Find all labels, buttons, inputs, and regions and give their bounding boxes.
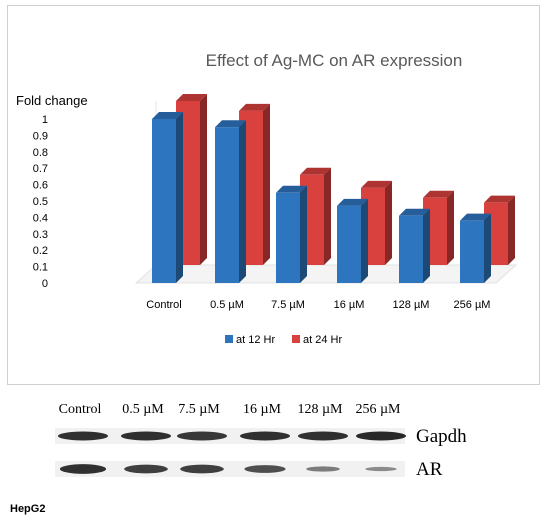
y-tick-label: 0 <box>42 278 48 290</box>
blot-lane-label: 0.5 µM <box>122 402 164 417</box>
legend-item: at 12 Hr <box>225 334 275 346</box>
y-tick-label: 1 <box>42 114 48 126</box>
legend-item: at 24 Hr <box>292 334 342 346</box>
blot-band <box>124 464 168 474</box>
bar-at-12hr <box>152 112 183 283</box>
blot-band <box>240 431 290 441</box>
y-tick-label: 0.9 <box>33 130 48 142</box>
bar-at-12hr <box>215 120 246 283</box>
blot-lane-labels: Control 0.5 µM 7.5 µM 16 µM 128 µM 256 µM <box>59 402 401 417</box>
y-tick-label: 0.3 <box>33 229 48 241</box>
blot-row-label: AR <box>416 459 443 480</box>
blot-bands <box>55 428 406 477</box>
legend-label: at 24 Hr <box>303 334 342 346</box>
y-axis-label: Fold change <box>16 93 88 108</box>
cell-line-label: HepG2 <box>10 503 46 515</box>
blot-lane-label: 128 µM <box>297 402 343 417</box>
blot-lane-label: 7.5 µM <box>178 402 220 417</box>
blot-band <box>59 464 107 474</box>
x-tick-label: 256 µM <box>454 299 491 311</box>
bar-at-12hr <box>399 208 430 283</box>
blot-band <box>177 431 227 441</box>
x-tick-label: 16 µM <box>334 299 365 311</box>
blot-band <box>244 465 286 473</box>
bar-chart: Effect of Ag-MC on AR expression Fold ch… <box>16 51 518 346</box>
y-tick-label: 0.1 <box>33 262 48 274</box>
x-tick-label: 0.5 µM <box>210 299 244 311</box>
bar-at-12hr <box>276 185 307 283</box>
x-axis-ticks: Control 0.5 µM 7.5 µM 16 µM 128 µM 256 µM <box>146 299 490 311</box>
y-tick-label: 0.7 <box>33 163 48 175</box>
blot-lane-label: 16 µM <box>243 402 282 417</box>
y-tick-label: 0.4 <box>33 212 48 224</box>
legend-label: at 12 Hr <box>236 334 275 346</box>
y-tick-label: 0.6 <box>33 180 48 192</box>
y-tick-label: 0.8 <box>33 147 48 159</box>
x-tick-label: Control <box>146 299 181 311</box>
bars <box>152 94 515 283</box>
blot-band <box>356 431 406 441</box>
legend-swatch <box>225 335 233 343</box>
blot-band <box>121 431 171 441</box>
chart-floor-plane <box>134 264 518 284</box>
chart-title: Effect of Ag-MC on AR expression <box>206 51 463 70</box>
western-blot: Control 0.5 µM 7.5 µM 16 µM 128 µM 256 µM Gap… <box>55 402 467 480</box>
blot-band <box>306 466 340 472</box>
y-axis-ticks: 0 0.1 0.2 0.3 0.4 0.5 0.6 0.7 0.8 0.9 1 <box>33 114 48 290</box>
chart-frame: Effect of Ag-MC on AR expression Fold ch… <box>7 5 540 385</box>
legend-swatch <box>292 335 300 343</box>
legend: at 12 Hr at 24 Hr <box>225 334 342 346</box>
blot-band <box>365 466 397 472</box>
blot-band <box>180 464 224 474</box>
bar-at-12hr <box>460 213 491 283</box>
blot-lane-label: Control <box>59 402 102 417</box>
y-tick-label: 0.2 <box>33 245 48 257</box>
blot-membrane <box>55 461 405 477</box>
blot-row-labels: Gapdh AR <box>416 426 467 480</box>
x-tick-label: 7.5 µM <box>271 299 305 311</box>
blot-lane-label: 256 µM <box>355 402 401 417</box>
x-tick-label: 128 µM <box>393 299 430 311</box>
bar-at-12hr <box>337 198 368 283</box>
blot-row-label: Gapdh <box>416 426 467 447</box>
blot-band <box>58 431 108 441</box>
y-tick-label: 0.5 <box>33 196 48 208</box>
blot-band <box>298 431 348 441</box>
